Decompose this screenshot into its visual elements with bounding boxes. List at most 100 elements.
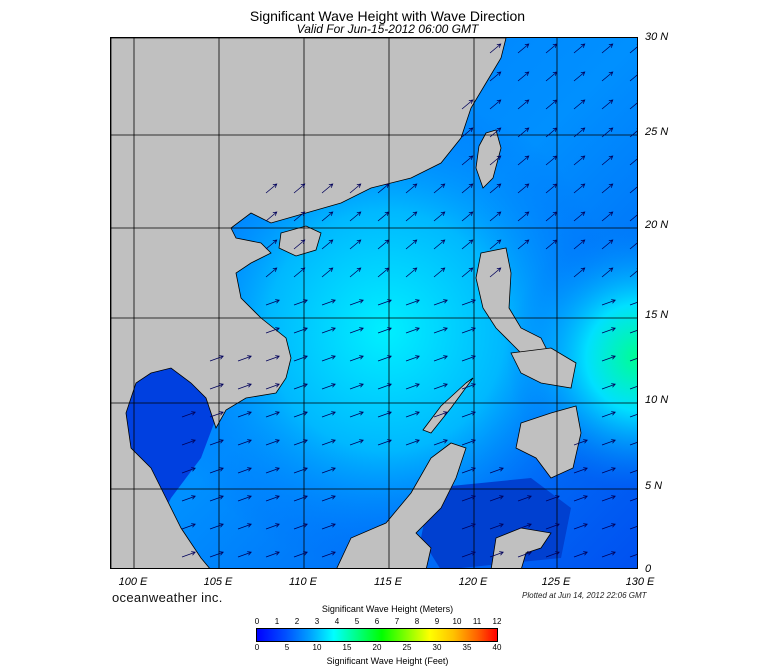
wave-arrow (433, 267, 446, 278)
lon-label-105e: 105 E (203, 576, 233, 588)
hainan-island (278, 225, 322, 257)
wave-arrow (377, 183, 390, 194)
wave-arrow (517, 239, 530, 250)
wave-arrow (629, 240, 637, 250)
wave-arrow (293, 439, 308, 446)
wave-arrow (461, 211, 474, 222)
wave-arrow (321, 211, 334, 222)
wave-arrow (433, 299, 448, 306)
wave-arrow (405, 383, 420, 390)
wave-arrow (433, 327, 448, 334)
wave-arrow (545, 71, 558, 82)
wave-arrow (265, 327, 280, 334)
oceanweather-logo: oceanweather inc. (112, 590, 223, 605)
legend-meter-tick: 11 (472, 617, 482, 626)
wave-arrow (321, 355, 336, 362)
wave-arrow (349, 183, 362, 194)
wave-arrow (461, 383, 476, 390)
wave-arrow (545, 239, 558, 250)
wave-arrow (629, 358, 637, 362)
legend-meter-tick: 2 (294, 617, 300, 626)
wave-arrow (433, 411, 448, 418)
wave-arrow (461, 327, 476, 334)
wave-arrow (573, 551, 588, 558)
wave-arrow (573, 239, 586, 250)
wave-arrow (629, 554, 637, 558)
wave-arrow (349, 383, 364, 390)
wave-arrow (433, 183, 446, 194)
wave-arrow (461, 155, 474, 166)
legend-feet-tick: 15 (342, 643, 352, 652)
wave-arrow (433, 239, 446, 250)
wave-arrow (321, 299, 336, 306)
wave-arrow (405, 299, 420, 306)
wave-arrow (517, 183, 530, 194)
wave-arrow (321, 523, 336, 530)
wave-arrow (293, 267, 306, 278)
wave-arrow (601, 299, 616, 306)
wave-arrow (265, 299, 280, 306)
wave-arrow (265, 551, 280, 558)
wave-arrow (545, 183, 558, 194)
wave-arrow (181, 467, 196, 474)
wave-arrow (265, 267, 278, 278)
wave-arrow (321, 239, 334, 250)
wave-arrow (377, 267, 390, 278)
wave-arrow (601, 211, 614, 222)
wave-arrow (461, 355, 476, 362)
wave-arrow (601, 495, 616, 502)
wave-arrow (349, 267, 362, 278)
wave-arrow (237, 467, 252, 474)
legend-feet-tick: 40 (492, 643, 502, 652)
lat-label-25n: 25 N (645, 126, 669, 138)
wave-arrow (517, 71, 530, 82)
wave-arrow (601, 267, 614, 278)
wave-arrow (405, 183, 418, 194)
wave-arrow (573, 71, 586, 82)
legend-feet-tick: 5 (284, 643, 290, 652)
wave-arrow (601, 467, 616, 474)
wave-arrow (601, 355, 616, 362)
wave-arrow (293, 495, 308, 502)
lat-label-10n: 10 N (645, 394, 669, 406)
wave-arrow (265, 467, 280, 474)
wave-arrow (349, 211, 362, 222)
wave-arrow (293, 383, 308, 390)
wave-arrow (321, 439, 336, 446)
wave-arrow (629, 72, 637, 82)
wave-arrow (489, 495, 504, 502)
wave-arrow (489, 127, 502, 138)
wave-arrow (489, 551, 504, 558)
wave-arrow (545, 155, 558, 166)
wave-arrow (181, 495, 196, 502)
wave-arrow (433, 211, 446, 222)
wave-arrow (629, 526, 637, 530)
wave-arrow (405, 267, 418, 278)
wave-arrow (461, 127, 474, 138)
wave-arrow (601, 127, 614, 138)
wave-arrow (293, 239, 306, 250)
wave-arrow (629, 498, 637, 502)
wave-arrow (573, 523, 588, 530)
wave-arrow (629, 414, 637, 418)
wave-arrow (293, 183, 306, 194)
wave-arrow (237, 495, 252, 502)
wave-arrow (489, 239, 502, 250)
wave-arrow (293, 299, 308, 306)
wave-arrow (433, 383, 448, 390)
wave-direction-arrows (181, 43, 637, 558)
wave-arrow (209, 355, 224, 362)
wave-arrow (321, 327, 336, 334)
wave-arrow (433, 355, 448, 362)
wave-map[interactable] (110, 37, 638, 569)
sulawesi-island (490, 527, 552, 568)
wave-arrow (573, 439, 588, 446)
wave-arrow (461, 495, 476, 502)
wave-arrow (461, 99, 474, 110)
wave-arrow (181, 439, 196, 446)
wave-arrow (629, 470, 637, 474)
wave-arrow (545, 127, 558, 138)
color-scale-bar (256, 628, 498, 642)
wave-arrow (517, 155, 530, 166)
wave-arrow (265, 411, 280, 418)
